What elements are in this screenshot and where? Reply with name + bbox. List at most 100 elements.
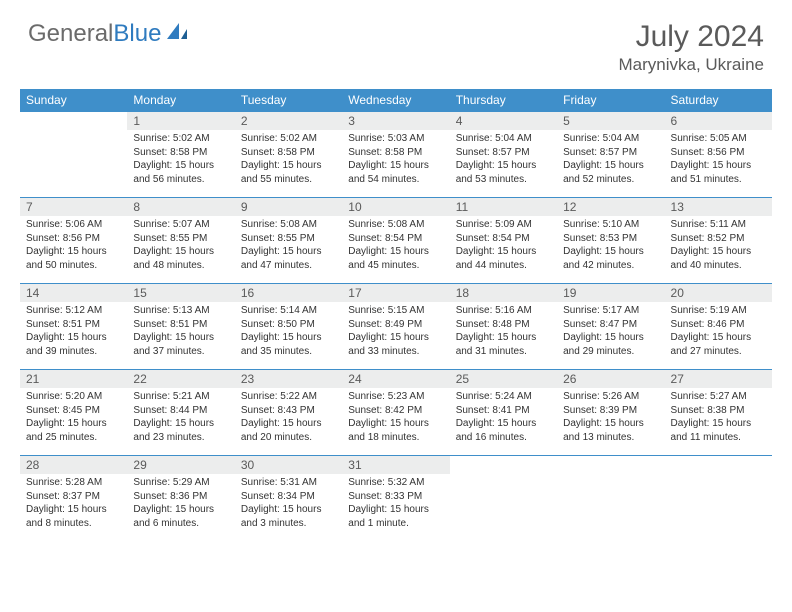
calendar-day-cell: 11Sunrise: 5:09 AMSunset: 8:54 PMDayligh… <box>450 198 557 284</box>
day-details: Sunrise: 5:09 AMSunset: 8:54 PMDaylight:… <box>450 216 557 276</box>
day-details: Sunrise: 5:08 AMSunset: 8:54 PMDaylight:… <box>342 216 449 276</box>
calendar-day-cell: 12Sunrise: 5:10 AMSunset: 8:53 PMDayligh… <box>557 198 664 284</box>
calendar-day-cell: 14Sunrise: 5:12 AMSunset: 8:51 PMDayligh… <box>20 284 127 370</box>
day-details: Sunrise: 5:04 AMSunset: 8:57 PMDaylight:… <box>557 130 664 190</box>
weekday-header: Friday <box>557 89 664 112</box>
day-details: Sunrise: 5:29 AMSunset: 8:36 PMDaylight:… <box>127 474 234 534</box>
logo-gray: General <box>28 20 113 47</box>
calendar-day-cell: 8Sunrise: 5:07 AMSunset: 8:55 PMDaylight… <box>127 198 234 284</box>
weekday-header: Monday <box>127 89 234 112</box>
logo: GeneralBlue <box>28 20 191 48</box>
calendar-day-cell: 17Sunrise: 5:15 AMSunset: 8:49 PMDayligh… <box>342 284 449 370</box>
day-number: 15 <box>127 284 234 302</box>
day-number: 18 <box>450 284 557 302</box>
day-details: Sunrise: 5:11 AMSunset: 8:52 PMDaylight:… <box>665 216 772 276</box>
day-details: Sunrise: 5:13 AMSunset: 8:51 PMDaylight:… <box>127 302 234 362</box>
calendar-week-row: 21Sunrise: 5:20 AMSunset: 8:45 PMDayligh… <box>20 370 772 456</box>
calendar-day-cell: 20Sunrise: 5:19 AMSunset: 8:46 PMDayligh… <box>665 284 772 370</box>
calendar-day-cell: 4Sunrise: 5:04 AMSunset: 8:57 PMDaylight… <box>450 112 557 198</box>
day-details: Sunrise: 5:23 AMSunset: 8:42 PMDaylight:… <box>342 388 449 448</box>
day-number: 7 <box>20 198 127 216</box>
day-number: 22 <box>127 370 234 388</box>
day-number: 12 <box>557 198 664 216</box>
calendar-week-row: 28Sunrise: 5:28 AMSunset: 8:37 PMDayligh… <box>20 456 772 542</box>
weekday-header: Thursday <box>450 89 557 112</box>
day-number: 5 <box>557 112 664 130</box>
title-block: July 2024 Marynivka, Ukraine <box>619 20 765 75</box>
calendar-day-cell: 16Sunrise: 5:14 AMSunset: 8:50 PMDayligh… <box>235 284 342 370</box>
day-details: Sunrise: 5:15 AMSunset: 8:49 PMDaylight:… <box>342 302 449 362</box>
logo-sail-icon <box>165 21 191 48</box>
day-details: Sunrise: 5:17 AMSunset: 8:47 PMDaylight:… <box>557 302 664 362</box>
day-details: Sunrise: 5:28 AMSunset: 8:37 PMDaylight:… <box>20 474 127 534</box>
calendar-week-row: 7Sunrise: 5:06 AMSunset: 8:56 PMDaylight… <box>20 198 772 284</box>
logo-text: GeneralBlue <box>28 20 161 48</box>
day-details: Sunrise: 5:08 AMSunset: 8:55 PMDaylight:… <box>235 216 342 276</box>
day-details: Sunrise: 5:24 AMSunset: 8:41 PMDaylight:… <box>450 388 557 448</box>
header: GeneralBlue July 2024 Marynivka, Ukraine <box>0 0 792 83</box>
day-number: 30 <box>235 456 342 474</box>
day-number: 19 <box>557 284 664 302</box>
day-details: Sunrise: 5:31 AMSunset: 8:34 PMDaylight:… <box>235 474 342 534</box>
day-number: 1 <box>127 112 234 130</box>
calendar-day-cell: 19Sunrise: 5:17 AMSunset: 8:47 PMDayligh… <box>557 284 664 370</box>
day-details: Sunrise: 5:04 AMSunset: 8:57 PMDaylight:… <box>450 130 557 190</box>
day-details: Sunrise: 5:16 AMSunset: 8:48 PMDaylight:… <box>450 302 557 362</box>
calendar-week-row: 1Sunrise: 5:02 AMSunset: 8:58 PMDaylight… <box>20 112 772 198</box>
day-details: Sunrise: 5:32 AMSunset: 8:33 PMDaylight:… <box>342 474 449 534</box>
day-details: Sunrise: 5:14 AMSunset: 8:50 PMDaylight:… <box>235 302 342 362</box>
weekday-header: Tuesday <box>235 89 342 112</box>
day-number: 4 <box>450 112 557 130</box>
day-details: Sunrise: 5:10 AMSunset: 8:53 PMDaylight:… <box>557 216 664 276</box>
calendar-head: SundayMondayTuesdayWednesdayThursdayFrid… <box>20 89 772 112</box>
calendar-day-cell: 1Sunrise: 5:02 AMSunset: 8:58 PMDaylight… <box>127 112 234 198</box>
day-number: 13 <box>665 198 772 216</box>
day-details: Sunrise: 5:06 AMSunset: 8:56 PMDaylight:… <box>20 216 127 276</box>
day-number: 14 <box>20 284 127 302</box>
calendar-day-cell: 5Sunrise: 5:04 AMSunset: 8:57 PMDaylight… <box>557 112 664 198</box>
weekday-header: Saturday <box>665 89 772 112</box>
calendar-day-cell: 18Sunrise: 5:16 AMSunset: 8:48 PMDayligh… <box>450 284 557 370</box>
calendar-empty-cell <box>20 112 127 198</box>
calendar-day-cell: 13Sunrise: 5:11 AMSunset: 8:52 PMDayligh… <box>665 198 772 284</box>
day-details: Sunrise: 5:22 AMSunset: 8:43 PMDaylight:… <box>235 388 342 448</box>
day-number: 21 <box>20 370 127 388</box>
calendar-week-row: 14Sunrise: 5:12 AMSunset: 8:51 PMDayligh… <box>20 284 772 370</box>
calendar-day-cell: 29Sunrise: 5:29 AMSunset: 8:36 PMDayligh… <box>127 456 234 542</box>
calendar-table: SundayMondayTuesdayWednesdayThursdayFrid… <box>20 89 772 542</box>
day-number: 26 <box>557 370 664 388</box>
day-details: Sunrise: 5:07 AMSunset: 8:55 PMDaylight:… <box>127 216 234 276</box>
logo-blue: Blue <box>113 20 161 47</box>
day-number: 2 <box>235 112 342 130</box>
calendar-day-cell: 23Sunrise: 5:22 AMSunset: 8:43 PMDayligh… <box>235 370 342 456</box>
calendar-day-cell: 15Sunrise: 5:13 AMSunset: 8:51 PMDayligh… <box>127 284 234 370</box>
day-number: 28 <box>20 456 127 474</box>
day-details: Sunrise: 5:21 AMSunset: 8:44 PMDaylight:… <box>127 388 234 448</box>
day-number: 27 <box>665 370 772 388</box>
calendar-day-cell: 6Sunrise: 5:05 AMSunset: 8:56 PMDaylight… <box>665 112 772 198</box>
calendar-day-cell: 24Sunrise: 5:23 AMSunset: 8:42 PMDayligh… <box>342 370 449 456</box>
day-details: Sunrise: 5:27 AMSunset: 8:38 PMDaylight:… <box>665 388 772 448</box>
calendar-day-cell: 25Sunrise: 5:24 AMSunset: 8:41 PMDayligh… <box>450 370 557 456</box>
calendar-day-cell: 31Sunrise: 5:32 AMSunset: 8:33 PMDayligh… <box>342 456 449 542</box>
weekday-header: Wednesday <box>342 89 449 112</box>
day-details: Sunrise: 5:02 AMSunset: 8:58 PMDaylight:… <box>127 130 234 190</box>
location: Marynivka, Ukraine <box>619 55 765 75</box>
calendar-body: 1Sunrise: 5:02 AMSunset: 8:58 PMDaylight… <box>20 112 772 542</box>
calendar-day-cell: 21Sunrise: 5:20 AMSunset: 8:45 PMDayligh… <box>20 370 127 456</box>
weekday-header: Sunday <box>20 89 127 112</box>
calendar-empty-cell <box>557 456 664 542</box>
day-number: 8 <box>127 198 234 216</box>
day-number: 6 <box>665 112 772 130</box>
day-number: 11 <box>450 198 557 216</box>
day-details: Sunrise: 5:19 AMSunset: 8:46 PMDaylight:… <box>665 302 772 362</box>
calendar-day-cell: 27Sunrise: 5:27 AMSunset: 8:38 PMDayligh… <box>665 370 772 456</box>
calendar-day-cell: 7Sunrise: 5:06 AMSunset: 8:56 PMDaylight… <box>20 198 127 284</box>
day-details: Sunrise: 5:05 AMSunset: 8:56 PMDaylight:… <box>665 130 772 190</box>
calendar-empty-cell <box>450 456 557 542</box>
calendar-day-cell: 30Sunrise: 5:31 AMSunset: 8:34 PMDayligh… <box>235 456 342 542</box>
day-details: Sunrise: 5:20 AMSunset: 8:45 PMDaylight:… <box>20 388 127 448</box>
calendar-day-cell: 3Sunrise: 5:03 AMSunset: 8:58 PMDaylight… <box>342 112 449 198</box>
calendar-empty-cell <box>665 456 772 542</box>
day-number: 16 <box>235 284 342 302</box>
